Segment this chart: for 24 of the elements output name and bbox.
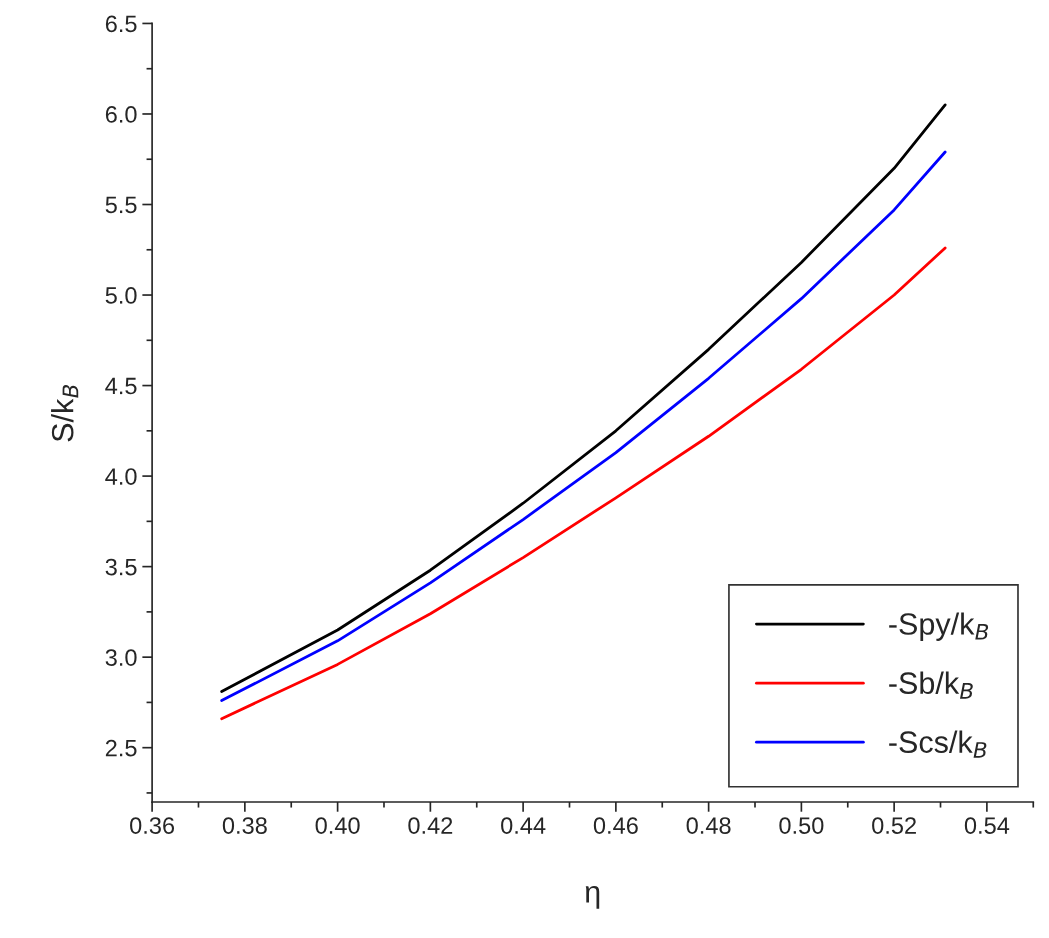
- y-tick-label: 3.0: [105, 649, 137, 666]
- y-tick-label: 4.0: [105, 468, 137, 485]
- y-tick-label: 6.5: [105, 15, 137, 33]
- x-tick-label: 0.52: [872, 817, 916, 834]
- x-tick-label: 0.38: [222, 817, 267, 834]
- x-axis-title: η: [585, 885, 600, 909]
- legend-label: -Spy/k$_{B}$: [889, 612, 989, 641]
- y-tick-label: 5.5: [105, 196, 137, 214]
- y-tick-label: 5.0: [105, 287, 137, 304]
- x-tick-label: 0.44: [501, 817, 546, 834]
- x-tick-label: 0.36: [130, 817, 175, 834]
- legend-label: -Scs/k$_{B}$: [889, 730, 987, 758]
- y-axis-title: S/k$_{B}$: [51, 385, 79, 442]
- x-tick-label: 0.50: [779, 817, 824, 834]
- x-tick-label: 0.40: [315, 817, 360, 834]
- x-tick-label: 0.54: [964, 817, 1010, 834]
- x-tick-label: 0.42: [408, 817, 453, 834]
- y-tick-label: 6.0: [105, 106, 137, 123]
- x-tick-label: 0.46: [593, 817, 638, 834]
- x-tick-label: 0.48: [686, 817, 731, 834]
- y-tick-label: 2.5: [105, 739, 137, 757]
- legend-label: -Sb/k$_{B}$: [889, 671, 973, 699]
- y-tick-label: 4.5: [105, 377, 137, 395]
- y-tick-label: 3.5: [105, 558, 137, 576]
